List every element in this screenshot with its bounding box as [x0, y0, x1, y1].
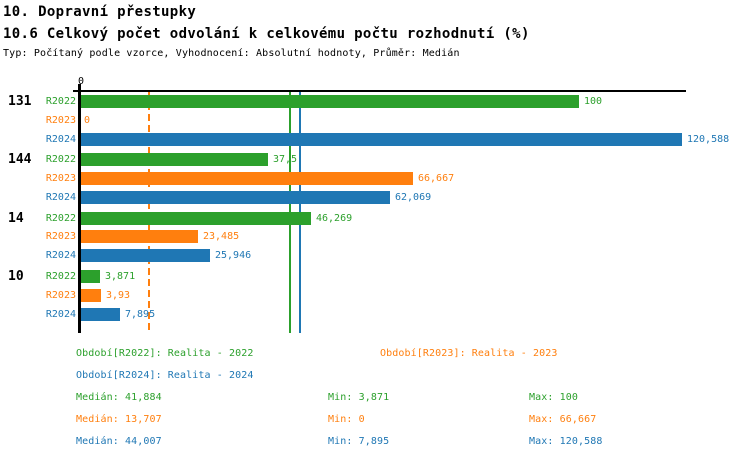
group-label: 10 [8, 269, 24, 284]
row-label-r2022: R2022 [45, 154, 76, 165]
stat-min-r2024: Min: 7,895 [328, 436, 390, 447]
row-label-r2022: R2022 [45, 96, 76, 107]
row-label-r2024: R2024 [45, 192, 76, 203]
bar-r2023 [81, 289, 101, 302]
bar-value-label: 100 [584, 96, 603, 107]
bar-value-label: 3,871 [105, 271, 136, 282]
bar-r2024 [81, 133, 682, 146]
group-label: 131 [8, 94, 32, 109]
bar-r2022 [81, 270, 100, 283]
group-label: 144 [8, 152, 32, 167]
bar-r2023 [81, 172, 413, 185]
row-label-r2024: R2024 [45, 134, 76, 145]
bar-value-label: 120,588 [687, 134, 730, 145]
row-label-r2022: R2022 [45, 213, 76, 224]
stat-min-r2022: Min: 3,871 [328, 392, 390, 403]
stat-max-r2022: Max: 100 [529, 392, 578, 403]
bar-r2024 [81, 249, 210, 262]
stat-max-r2023: Max: 66,667 [529, 414, 597, 425]
page-title: 10. Dopravní přestupky [3, 4, 197, 20]
legend-r2024: Období[R2024]: Realita - 2024 [76, 370, 254, 381]
stat-median-r2022: Medián: 41,884 [76, 392, 162, 403]
row-label-r2023: R2023 [45, 290, 76, 301]
bar-value-label: 37,5 [273, 154, 298, 165]
bar-value-label: 0 [84, 115, 91, 126]
row-label-r2022: R2022 [45, 271, 76, 282]
bar-value-label: 3,93 [106, 290, 131, 301]
stat-max-r2024: Max: 120,588 [529, 436, 603, 447]
y-axis-line [78, 84, 81, 333]
row-label-r2023: R2023 [45, 115, 76, 126]
chart-title: 10.6 Celkový počet odvolání k celkovému … [3, 26, 530, 42]
bar-value-label: 25,946 [215, 250, 252, 261]
bar-r2022 [81, 95, 579, 108]
chart-meta: Typ: Počítaný podle vzorce, Vyhodnocení:… [3, 48, 460, 59]
bar-value-label: 62,069 [395, 192, 432, 203]
bar-r2023 [81, 230, 198, 243]
row-label-r2023: R2023 [45, 173, 76, 184]
bar-r2024 [81, 191, 390, 204]
row-label-r2024: R2024 [45, 309, 76, 320]
bar-r2024 [81, 308, 120, 321]
x-axis-line [73, 90, 686, 92]
bar-value-label: 7,895 [125, 309, 156, 320]
stat-median-r2023: Medián: 13,707 [76, 414, 162, 425]
bar-value-label: 46,269 [316, 213, 353, 224]
bar-r2022 [81, 212, 311, 225]
axis-zero-tick-label: 0 [77, 76, 85, 87]
stat-median-r2024: Medián: 44,007 [76, 436, 162, 447]
bar-value-label: 66,667 [418, 173, 455, 184]
stat-min-r2023: Min: 0 [328, 414, 365, 425]
legend-r2023: Období[R2023]: Realita - 2023 [380, 348, 558, 359]
row-label-r2024: R2024 [45, 250, 76, 261]
bar-r2022 [81, 153, 268, 166]
bar-value-label: 23,485 [203, 231, 240, 242]
row-label-r2023: R2023 [45, 231, 76, 242]
legend-r2022: Období[R2022]: Realita - 2022 [76, 348, 254, 359]
group-label: 14 [8, 211, 24, 226]
